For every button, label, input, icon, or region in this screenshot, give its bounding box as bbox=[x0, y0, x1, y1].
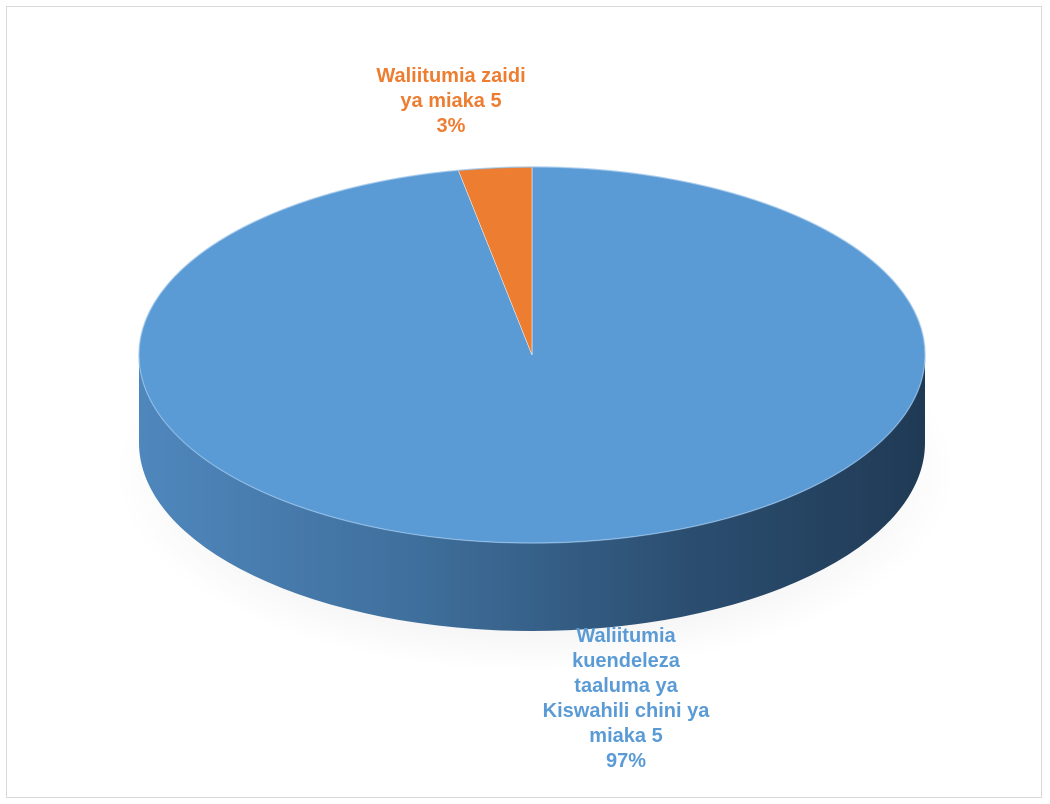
pie-side-wall bbox=[139, 355, 925, 631]
data-label-1: Waliitumia zaidi ya miaka 5 3% bbox=[376, 65, 525, 137]
data-label-0: Waliitumia kuendeleza taaluma ya Kiswahili … bbox=[543, 625, 711, 772]
data-label-0-line-4: miaka 5 bbox=[589, 725, 662, 747]
data-label-0-line-1: kuendeleza bbox=[572, 650, 681, 672]
data-label-1-line-1: ya miaka 5 bbox=[400, 90, 501, 112]
data-label-0-percent: 97% bbox=[606, 750, 646, 772]
pie-rim bbox=[138, 166, 926, 544]
data-label-0-line-2: taaluma ya bbox=[574, 675, 678, 697]
data-label-0-line-0: Waliitumia bbox=[576, 625, 676, 647]
data-label-1-line-0: Waliitumia zaidi bbox=[376, 65, 525, 87]
data-label-0-line-3: Kiswahili chini ya bbox=[543, 700, 711, 722]
data-label-1-percent: 3% bbox=[437, 115, 466, 137]
